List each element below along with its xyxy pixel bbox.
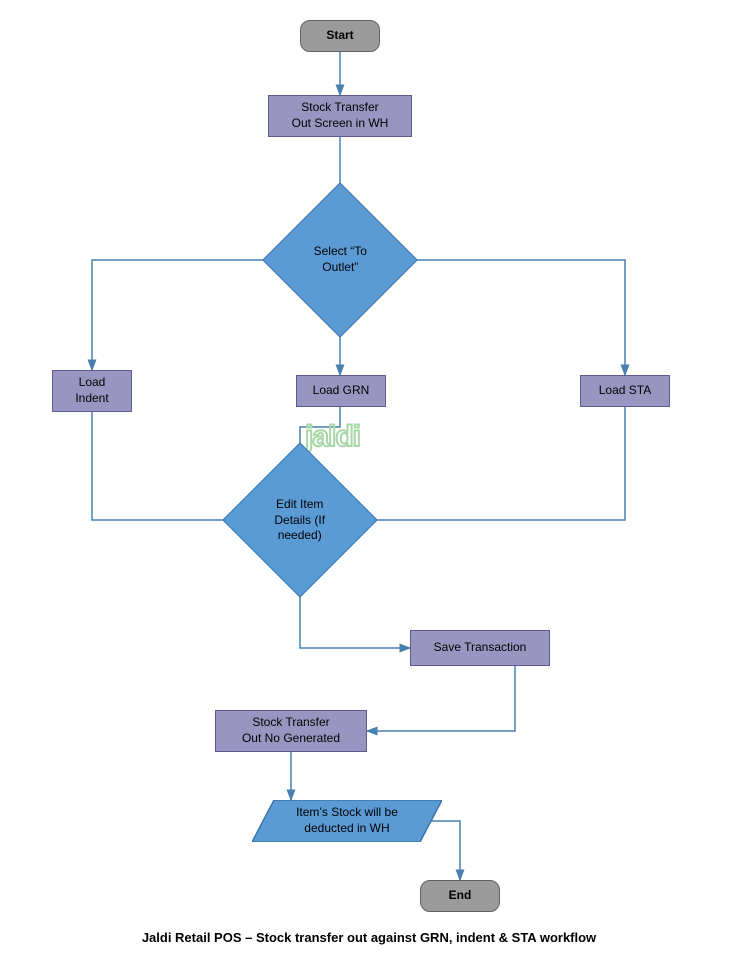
end-terminator: End <box>420 880 500 912</box>
edit-decision: Edit ItemDetails (Ifneeded) <box>222 442 378 598</box>
caption: Jaldi Retail POS – Stock transfer out ag… <box>0 930 738 945</box>
watermark: jaldi <box>305 420 360 454</box>
screen-label: Stock TransferOut Screen in WH <box>292 100 389 131</box>
edge <box>92 260 285 370</box>
end-label: End <box>449 888 472 904</box>
start-terminator: Start <box>300 20 380 52</box>
edge <box>92 412 245 520</box>
edge <box>367 666 515 731</box>
edge <box>300 575 410 648</box>
save-label: Save Transaction <box>434 640 527 656</box>
edges <box>92 52 625 880</box>
load-indent-label: LoadIndent <box>75 375 108 406</box>
load-sta-process: Load STA <box>580 375 670 407</box>
edit-label: Edit ItemDetails (Ifneeded) <box>246 497 354 544</box>
load-grn-label: Load GRN <box>313 383 370 399</box>
deducted-data: Item’s Stock will bededucted in WH <box>252 800 442 842</box>
load-sta-label: Load STA <box>599 383 651 399</box>
edge <box>395 260 625 375</box>
select-decision: Select “ToOutlet” <box>262 182 418 338</box>
generated-process: Stock TransferOut No Generated <box>215 710 367 752</box>
load-grn-process: Load GRN <box>296 375 386 407</box>
load-indent-process: LoadIndent <box>52 370 132 412</box>
save-process: Save Transaction <box>410 630 550 666</box>
select-label: Select “ToOutlet” <box>286 244 394 275</box>
edge <box>355 407 625 520</box>
start-label: Start <box>326 28 353 44</box>
generated-label: Stock TransferOut No Generated <box>242 715 340 746</box>
deducted-label: Item’s Stock will bededucted in WH <box>296 805 398 836</box>
screen-process: Stock TransferOut Screen in WH <box>268 95 412 137</box>
